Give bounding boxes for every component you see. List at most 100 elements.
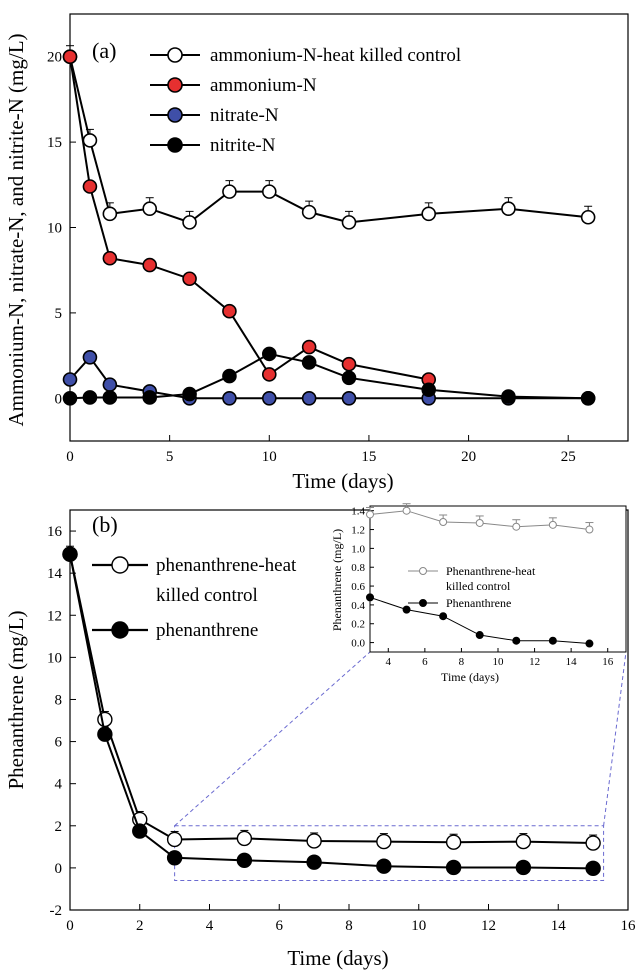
- panel-a-ammonium-n-point: [62, 49, 78, 65]
- panel-b-phenanthrene-point: [306, 854, 322, 870]
- panel-b-y-tick-label: 4: [55, 777, 63, 793]
- panel-b-phenanthrene-point: [445, 859, 462, 876]
- panel-b-x-tick-label: 6: [276, 918, 284, 934]
- panel-a-nitrite-n-point: [301, 355, 317, 370]
- panel-b-phenanthrene-line: [69, 554, 594, 870]
- panel-b-y-tick-label: -2: [50, 903, 63, 919]
- panel-b-heat-killed-control-point: [585, 835, 601, 851]
- panel-b-phenanthrene-point: [132, 823, 148, 839]
- panel-a-x-tick-label: 0: [66, 449, 74, 465]
- inset-x-tick-label: 6: [422, 656, 428, 668]
- panel-a-nitrate-n-point: [62, 372, 78, 387]
- panel-a-legend-label-nitrite-n: nitrite-N: [210, 135, 276, 156]
- inset-x-tick-label: 4: [386, 656, 392, 668]
- panel-a-x-tick-label: 10: [262, 449, 277, 465]
- panel-a-ammonium-n-point: [142, 257, 158, 273]
- inset-x-tick-label: 14: [566, 656, 578, 668]
- panel-a-nitrite-n-point: [341, 370, 357, 386]
- panel-a-legend: ammonium-N-heat killed control ammonium-N…: [150, 45, 461, 156]
- panel-b-phenanthrene-point: [376, 858, 392, 874]
- panel-a-y-tick-label: 10: [47, 221, 62, 237]
- panel-a-x-tick-label: 15: [361, 449, 376, 465]
- panel-b-marks: [62, 545, 601, 877]
- panel-a-x-axis-title: Time (days): [292, 469, 393, 493]
- panel-a-x-tick-label: 5: [166, 449, 174, 465]
- zoom-connector-left: [174, 651, 371, 827]
- inset-y-tick-label: 0.2: [351, 619, 365, 631]
- panel-b-x-tick-label: 14: [551, 918, 567, 934]
- panel-a-x-tick-label: 20: [461, 449, 476, 465]
- panel-b-heat-killed-control-point: [515, 833, 532, 850]
- panel-a-heat-killed-control-point: [501, 201, 516, 217]
- panel-b-heat-killed-control-point: [445, 834, 462, 850]
- panel-a-heat-killed-control-point: [341, 215, 357, 230]
- panel-b-x-axis-title: Time (days): [287, 946, 388, 970]
- panel-b-x-tick-label: 4: [206, 918, 214, 934]
- panel-a-nitrite-n-point: [421, 382, 437, 398]
- panel-b-legend-marker: [111, 621, 129, 639]
- panel-a-nitrate-n-point: [82, 350, 98, 365]
- inset-heat-killed-control-point: [585, 525, 594, 534]
- panel-b-phenanthrene-point: [515, 859, 532, 876]
- panel-a-marks: [62, 45, 596, 406]
- panel-a-nitrate-n-point: [261, 390, 277, 406]
- panel-b-legend: phenanthrene-heat killed control phenanthr…: [92, 555, 297, 641]
- panel-b-x-tick-label: 10: [411, 918, 426, 934]
- panel-a-y-tick-label: 20: [47, 50, 62, 66]
- panel-b-x-tick-label: 2: [136, 918, 144, 934]
- panel-a-x-tick-label: 25: [561, 449, 576, 465]
- panel-a-label: (a): [92, 38, 116, 63]
- panel-a-legend-marker: [167, 47, 183, 63]
- panel-b-heat-killed-control-point: [166, 831, 183, 848]
- panel-a-heat-killed-control-point: [82, 133, 98, 148]
- panel-a-legend-label-ammonium-n: ammonium-N: [210, 75, 317, 96]
- panel-a-ammonium-n-point: [222, 303, 237, 319]
- panel-a-heat-killed-control-point: [261, 184, 277, 199]
- panel-a-nitrite-n-point: [222, 368, 237, 384]
- panel-a-heat-killed-control-point: [182, 215, 197, 230]
- panel-a-heat-killed-control-point: [580, 209, 596, 225]
- panel-b-inset: 4 6 8 10 12 14 16 0.0 0.2 0.4 0.6 0.8 1.0 1.2 1.4 Time…: [330, 503, 627, 684]
- panel-a-nitrite-n-point: [82, 390, 98, 405]
- panel-a-ammonium-n-point: [341, 356, 357, 372]
- panel-a-ammonium-n-line: [69, 56, 429, 381]
- inset-y-tick-label: 0.4: [351, 600, 365, 612]
- panel-a-nitrite-n-point: [261, 346, 277, 362]
- panel-b-y-tick-label: 14: [47, 566, 63, 582]
- zoom-connector-right: [603, 651, 627, 826]
- panel-a-heat-killed-control-point: [222, 184, 237, 199]
- inset-heat-killed-control-point: [548, 520, 557, 529]
- inset-phenanthrene-point: [402, 605, 411, 614]
- panel-a-ammonium-n-point: [182, 271, 197, 287]
- panel-b-y-tick-label: 10: [47, 650, 62, 666]
- inset-heat-killed-control-point: [402, 506, 411, 515]
- panel-b-heat-killed-control-point: [97, 711, 113, 728]
- inset-heat-killed-control-point: [366, 510, 374, 519]
- inset-y-tick-label: 1.4: [351, 506, 365, 518]
- panel-b-y-tick-label: 0: [55, 861, 63, 877]
- panel-a-legend-label-heat-killed-control: ammonium-N-heat killed control: [210, 45, 461, 66]
- inset-y-tick-label: 1.2: [351, 525, 365, 537]
- panel-a-nitrate-n-point: [102, 377, 118, 392]
- inset-heat-killed-control-point: [475, 518, 484, 527]
- panel-b-phenanthrene-point: [585, 860, 601, 877]
- inset-plot-frame: [369, 505, 627, 653]
- panel-b-label: (b): [92, 512, 118, 537]
- panel-b-phenanthrene-point: [166, 850, 183, 866]
- panel-a-y-tick-label: 5: [55, 306, 63, 322]
- panel-a-legend-label-nitrate-n: nitrate-N: [210, 105, 279, 126]
- panel-b-x-tick-label: 12: [481, 918, 496, 934]
- inset-phenanthrene-point: [366, 593, 374, 602]
- panel-b-heat-killed-control-point: [236, 830, 253, 847]
- panel-b-phenanthrene-point: [236, 852, 253, 869]
- panel-b-x-tick-label: 8: [345, 918, 353, 934]
- panel-b-legend-marker: [111, 556, 129, 574]
- panel-a-heat-killed-control-point: [421, 206, 437, 222]
- inset-y-tick-label: 0.0: [351, 638, 365, 650]
- panel-a-ammonium-n-point: [261, 367, 277, 382]
- panel-a-y-axis-title: Ammonium-N, nitrate-N, and nitrite-N (mg…: [4, 33, 28, 426]
- inset-phenanthrene-point: [475, 631, 484, 640]
- panel-b-legend-label-heat-killed-control: phenanthrene-heat: [156, 555, 297, 576]
- panel-a-heat-killed-control-line: [69, 56, 589, 224]
